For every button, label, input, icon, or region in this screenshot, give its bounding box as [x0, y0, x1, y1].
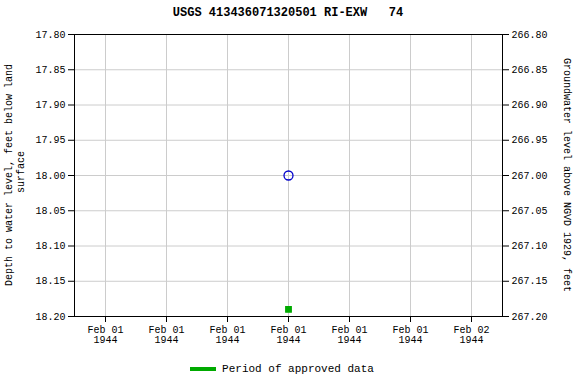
svg-text:266.95: 266.95	[512, 135, 548, 146]
svg-text:267.00: 267.00	[512, 171, 548, 182]
svg-text:17.85: 17.85	[35, 65, 65, 76]
svg-text:Feb 011944: Feb 011944	[331, 325, 367, 346]
svg-text:Feb 011944: Feb 011944	[209, 325, 245, 346]
html-text:Period of approved data: Period of approved data	[222, 363, 374, 375]
svg-text:267.10: 267.10	[512, 241, 548, 252]
svg-text:266.90: 266.90	[512, 100, 548, 111]
svg-text:266.80: 266.80	[512, 30, 548, 41]
svg-text:Feb 011944: Feb 011944	[392, 325, 428, 346]
svg-text:Feb 011944: Feb 011944	[87, 325, 123, 346]
svg-text:Feb 011944: Feb 011944	[270, 325, 306, 346]
svg-text:266.85: 266.85	[512, 65, 548, 76]
svg-text:18.20: 18.20	[35, 312, 65, 323]
svg-text:17.80: 17.80	[35, 30, 65, 41]
svg-text:18.15: 18.15	[35, 276, 65, 287]
svg-text:Feb 011944: Feb 011944	[148, 325, 184, 346]
svg-text:Depth to water level, feet bel: Depth to water level, feet below land su…	[4, 64, 27, 286]
svg-text:267.15: 267.15	[512, 276, 548, 287]
html-text:USGS 413436071320501 RI-EXW 74: USGS 413436071320501 RI-EXW 74	[172, 6, 404, 20]
svg-text:267.20: 267.20	[512, 312, 548, 323]
svg-text:Feb 021944: Feb 021944	[453, 325, 489, 346]
svg-text:Groundwater level above NGVD 1: Groundwater level above NGVD 1929, feet	[561, 58, 572, 292]
svg-text:18.05: 18.05	[35, 206, 65, 217]
svg-text:18.10: 18.10	[35, 241, 65, 252]
svg-text:267.05: 267.05	[512, 206, 548, 217]
svg-text:18.00: 18.00	[35, 171, 65, 182]
svg-text:17.95: 17.95	[35, 135, 65, 146]
svg-text:17.90: 17.90	[35, 100, 65, 111]
